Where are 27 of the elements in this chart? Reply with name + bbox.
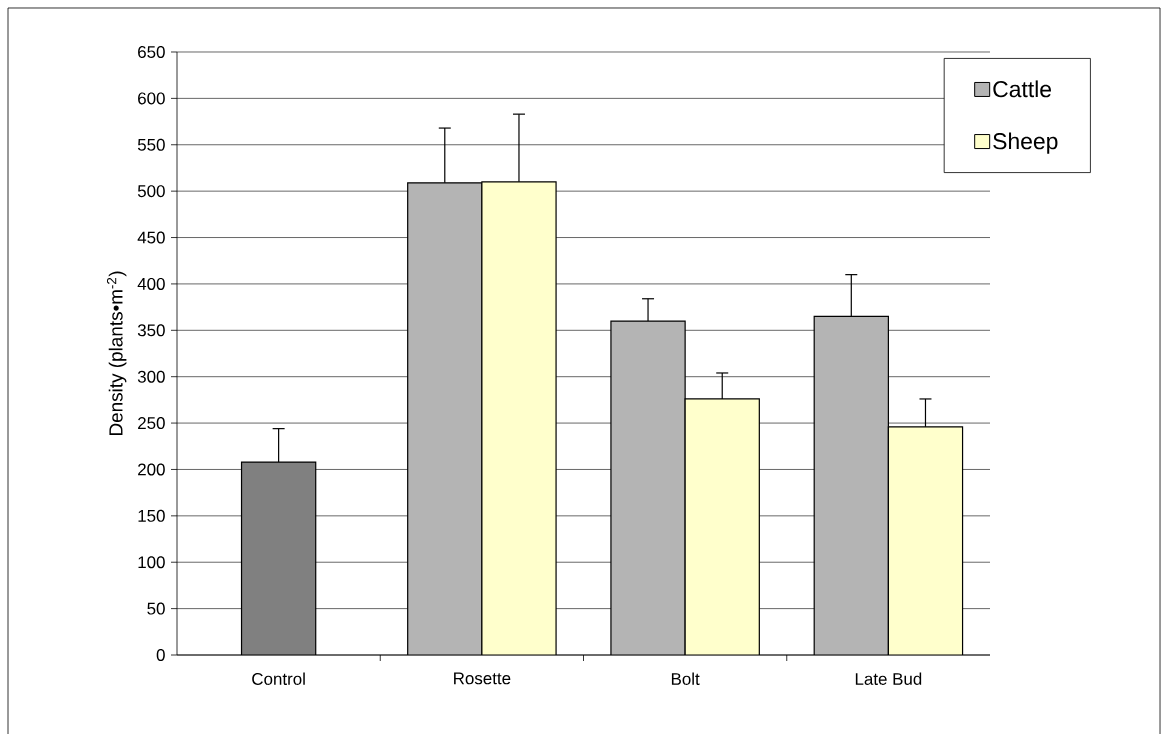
y-tick-label: 500 [137, 185, 165, 198]
bar [407, 182, 482, 655]
x-tick-label: Rosette [454, 672, 511, 685]
x-tick-label: Bolt [671, 672, 700, 685]
y-tick-label: 200 [138, 463, 165, 476]
y-tick-label: 250 [138, 417, 165, 430]
y-tick-label: 150 [138, 509, 165, 522]
y-axis-title: Density (plants•m$^{-2}$) [106, 271, 127, 436]
y-tick-label: 0 [156, 649, 165, 661]
legend-label: Sheep [993, 132, 1058, 154]
y-tick-label: 450 [137, 231, 165, 244]
bar [813, 315, 889, 655]
y-tick-label: 650 [138, 46, 165, 58]
bar [610, 321, 686, 655]
x-tick-label: Control [252, 672, 305, 685]
y-tick-label: 400 [137, 277, 165, 290]
bar [685, 398, 760, 655]
x-tick-label: Late Bud [855, 672, 922, 685]
bar [481, 181, 557, 655]
y-tick-label: 550 [137, 138, 165, 151]
y-tick-label: 350 [137, 324, 165, 337]
y-tick-label: 600 [138, 92, 165, 105]
y-tick-label: 300 [137, 370, 165, 383]
bar [887, 426, 964, 655]
y-tick-label: 50 [147, 602, 165, 615]
legend-label: Cattle [993, 80, 1052, 98]
y-tick-label: 100 [138, 556, 165, 569]
